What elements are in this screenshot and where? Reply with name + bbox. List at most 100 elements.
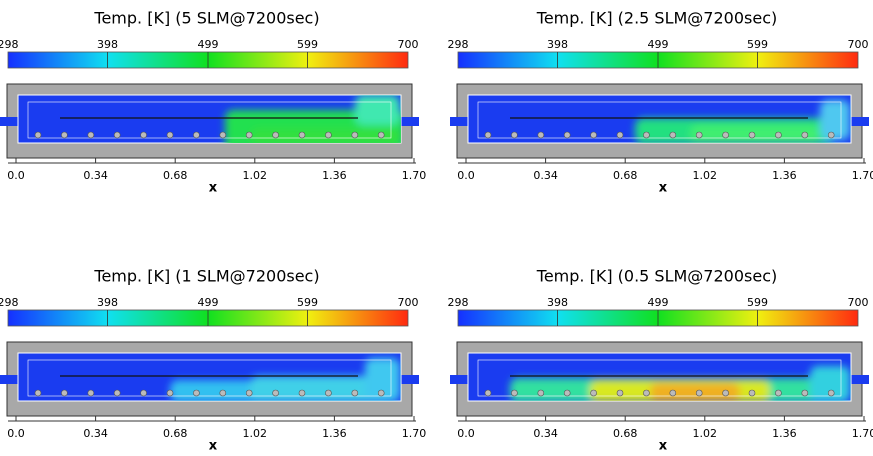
colorbar-tick-label: 700	[848, 38, 869, 51]
heater	[590, 389, 597, 397]
heater	[245, 131, 253, 139]
heat-patch	[250, 128, 400, 143]
colorbar-tick-label: 398	[547, 38, 568, 51]
colorbar-tick-label: 599	[747, 296, 768, 309]
heat-patch	[355, 95, 400, 125]
x-tick-label: 1.02	[243, 169, 268, 182]
heater	[801, 389, 809, 397]
x-tick-label: 1.02	[693, 169, 718, 182]
colorbar-tick-label: 499	[198, 38, 219, 51]
x-tick-label: 0.34	[83, 169, 108, 182]
x-tick-label: 1.02	[243, 427, 268, 440]
heater	[272, 389, 279, 397]
x-tick-label: 0.0	[457, 427, 475, 440]
colorbar-tick-label: 398	[547, 296, 568, 309]
colorbar-tick-label: 700	[848, 296, 869, 309]
heater	[537, 389, 545, 397]
heat-patch	[810, 366, 850, 401]
heater	[87, 131, 95, 139]
colorbar-tick-label: 499	[648, 296, 669, 309]
heater	[484, 389, 492, 397]
x-tick-label: 0.34	[533, 427, 558, 440]
heater	[722, 389, 729, 397]
inner-wall	[27, 101, 392, 139]
heater	[325, 389, 332, 397]
heater	[695, 131, 703, 139]
heater	[801, 131, 809, 139]
x-tick-label: 1.36	[772, 169, 797, 182]
heat-patch	[650, 383, 740, 401]
heater	[827, 131, 835, 139]
heater	[669, 389, 677, 397]
colorbar-tick-label: 298	[0, 38, 19, 51]
heater	[511, 389, 518, 397]
heater	[775, 131, 782, 139]
heater	[87, 389, 95, 397]
x-tick-label: 0.68	[163, 169, 188, 182]
heater	[351, 389, 359, 397]
panel-title: Temp. [K] (2.5 SLM@7200sec)	[536, 9, 777, 28]
heater	[61, 389, 68, 397]
colorbar-tick-label: 599	[297, 38, 318, 51]
heater	[616, 389, 624, 397]
panel-title: Temp. [K] (0.5 SLM@7200sec)	[536, 267, 777, 286]
heater	[193, 389, 200, 397]
x-tick-label: 1.70	[852, 169, 873, 182]
heater	[643, 389, 650, 397]
heat-field	[635, 100, 850, 143]
heater	[563, 389, 571, 397]
x-tick-label: 1.70	[852, 427, 873, 440]
heater	[775, 389, 782, 397]
x-axis-label: x	[209, 181, 218, 196]
heater	[827, 389, 835, 397]
heater	[695, 389, 703, 397]
x-tick-label: 0.68	[613, 427, 638, 440]
heater	[748, 131, 756, 139]
x-tick-label: 0.0	[7, 427, 25, 440]
inner-wall	[27, 359, 392, 397]
colorbar-tick-label: 700	[398, 38, 419, 51]
heater	[669, 131, 677, 139]
heater	[537, 131, 545, 139]
heater	[272, 131, 279, 139]
heater	[166, 389, 174, 397]
colorbar-tick-label: 298	[448, 38, 469, 51]
x-tick-label: 0.0	[7, 169, 25, 182]
panel: Temp. [K] (5 SLM@7200sec) 298 398 499 599 700…	[0, 9, 426, 196]
x-tick-label: 1.70	[402, 169, 427, 182]
x-tick-label: 1.36	[322, 169, 347, 182]
inner-wall	[477, 101, 842, 139]
panel: Temp. [K] (1 SLM@7200sec) 298 398 499 599 700…	[0, 267, 426, 454]
heater	[377, 389, 385, 397]
heater	[748, 389, 756, 397]
inner-wall	[477, 359, 842, 397]
panel-title: Temp. [K] (5 SLM@7200sec)	[93, 9, 319, 28]
panel: Temp. [K] (0.5 SLM@7200sec) 298 398 499 599 7…	[448, 267, 873, 454]
x-axis-label: x	[209, 439, 218, 454]
x-tick-label: 0.68	[613, 169, 638, 182]
heater	[34, 389, 42, 397]
x-tick-label: 0.68	[163, 427, 188, 440]
colorbar-tick-label: 499	[198, 296, 219, 309]
heater	[34, 131, 42, 139]
colorbar-tick-label: 599	[297, 296, 318, 309]
heater	[298, 389, 306, 397]
heater	[140, 389, 147, 397]
x-axis-label: x	[659, 439, 668, 454]
heater	[351, 131, 359, 139]
heater	[219, 131, 227, 139]
x-tick-label: 0.34	[83, 427, 108, 440]
heater	[298, 131, 306, 139]
heater	[140, 131, 147, 139]
x-axis-label: x	[659, 181, 668, 196]
heater	[61, 131, 68, 139]
colorbar-tick-label: 599	[747, 38, 768, 51]
colorbar-tick-label: 298	[448, 296, 469, 309]
colorbar-tick-label: 298	[0, 296, 19, 309]
x-tick-label: 1.70	[402, 427, 427, 440]
x-tick-label: 1.02	[693, 427, 718, 440]
heater	[563, 131, 571, 139]
heater	[166, 131, 174, 139]
heater	[590, 131, 597, 139]
